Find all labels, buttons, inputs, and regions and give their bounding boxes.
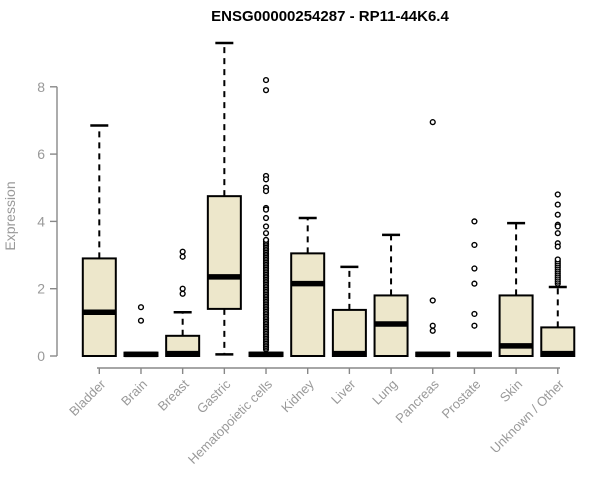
y-tick-label: 6 (37, 146, 45, 162)
outlier-point (429, 119, 436, 126)
x-category-label: Prostate (439, 377, 484, 422)
outlier-point (554, 230, 561, 237)
y-tick-label: 0 (37, 348, 45, 364)
outlier-point (471, 241, 478, 249)
y-tick-label: 8 (37, 79, 45, 95)
x-category-label: Breast (155, 376, 192, 413)
box-gastric (206, 41, 242, 356)
outlier-point (262, 76, 270, 84)
outlier-point (179, 290, 186, 297)
box-skin (498, 221, 534, 357)
outlier-point (554, 256, 561, 263)
outlier-point (262, 176, 270, 183)
y-tick-label: 4 (37, 213, 45, 229)
outlier-point (262, 214, 270, 222)
outlier-point (262, 230, 270, 237)
outlier-point (137, 317, 145, 324)
chart-title: ENSG00000254287 - RP11-44K6.4 (211, 8, 449, 25)
outlier-point (554, 243, 561, 250)
outlier-point (262, 188, 270, 195)
x-category-label: Bladder (66, 376, 109, 419)
x-category-label: Unknown / Other (487, 376, 567, 456)
outlier-point (471, 280, 478, 287)
outlier-point (179, 285, 186, 292)
outlier-point (137, 304, 145, 311)
box-pancreas (415, 119, 451, 358)
box-unknown-other (540, 191, 576, 357)
outlier-point (471, 322, 478, 329)
box-lung (373, 233, 409, 357)
outlier-point (554, 191, 561, 198)
outlier-point (262, 236, 270, 244)
outlier-point (262, 223, 270, 230)
x-category-label: Pancreas (392, 376, 442, 426)
box-rect (331, 308, 367, 358)
x-category-label: Liver (328, 376, 359, 407)
outlier-point (471, 265, 478, 272)
x-category-label: Gastric (194, 376, 234, 416)
box-brain (123, 304, 159, 358)
box-prostate (456, 218, 492, 358)
outlier-point (554, 201, 561, 208)
outlier-point (262, 206, 270, 213)
box-kidney (290, 216, 326, 357)
box-rect (206, 195, 242, 310)
outlier-point (262, 87, 270, 94)
outlier-point (554, 223, 561, 230)
x-category-label: Lung (369, 377, 400, 408)
box-liver (331, 265, 367, 358)
outlier-point (429, 322, 436, 329)
x-category-label: Brain (118, 377, 150, 409)
y-tick-label: 2 (37, 281, 45, 297)
x-category-label: Skin (497, 377, 525, 405)
box-breast (165, 248, 201, 357)
box-hematopoietic-cells (248, 76, 284, 358)
outlier-point (471, 310, 478, 318)
box-bladder (81, 124, 117, 358)
box-rect (81, 257, 117, 358)
outlier-point (554, 211, 561, 218)
x-category-label: Kidney (278, 376, 317, 415)
box-rect (290, 252, 326, 357)
outlier-point (429, 327, 436, 334)
outlier-point (179, 253, 186, 260)
outlier-point (179, 248, 186, 255)
outlier-point (471, 218, 478, 225)
y-axis-title: Expression (2, 181, 18, 250)
outlier-point (429, 297, 436, 304)
